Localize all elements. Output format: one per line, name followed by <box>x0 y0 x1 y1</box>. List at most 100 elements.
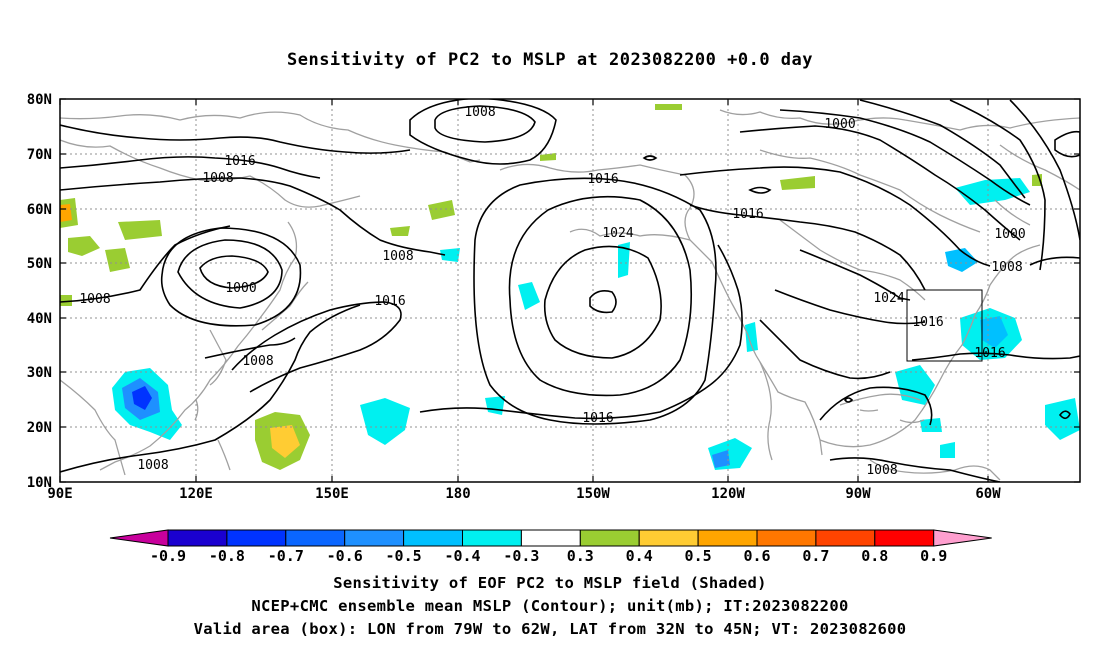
isobar <box>508 195 693 397</box>
shade-negative <box>1045 398 1080 440</box>
colorbar-tick-label: 0.3 <box>567 547 594 565</box>
isobar-1016 <box>231 301 402 393</box>
map-frame <box>59 98 1081 483</box>
shade-positive <box>118 220 162 240</box>
shade-positive <box>60 295 72 306</box>
shade-negative <box>745 322 758 352</box>
shade-negative <box>618 242 630 278</box>
coastline <box>194 399 199 421</box>
contour-label: 1008 <box>991 260 1022 275</box>
isobar <box>160 227 302 327</box>
shade-negative <box>920 418 942 432</box>
shade-positive <box>780 176 815 190</box>
longitude-axis: 90E 120E 150E 180 150W 120W 90W 60W <box>47 486 1001 502</box>
isobar-1008 <box>60 177 446 256</box>
colorbar-tick-label: 0.5 <box>685 547 712 565</box>
shade-negative <box>955 178 1030 205</box>
contour-label: 1016 <box>732 207 763 222</box>
colorbar-bin <box>815 529 876 547</box>
shade-negative <box>440 248 460 262</box>
longitude-label: 90E <box>47 486 72 502</box>
contour-label: 1008 <box>242 354 273 369</box>
colorbar-tick-label: -0.6 <box>327 547 363 565</box>
isobar <box>759 319 891 380</box>
isobar-1008 <box>679 166 991 267</box>
shade-positive <box>105 248 130 272</box>
colorbar-labels: -0.9 -0.8 -0.7 -0.6 -0.5 -0.4 -0.3 0.3 0.4 0.5 0.6… <box>150 547 947 565</box>
longitude-label: 180 <box>445 486 470 502</box>
contour-label: 1000 <box>225 281 256 296</box>
isobar-1000 <box>177 239 283 309</box>
colorbar-bin <box>226 529 287 547</box>
shade-positive <box>68 236 100 256</box>
latitude-label: 40N <box>27 311 52 327</box>
colorbar-tick-label: -0.4 <box>444 547 480 565</box>
isobar-1008 <box>204 337 296 359</box>
isobar <box>409 99 557 165</box>
isobar-1024 <box>543 245 662 359</box>
contour-label-layer: 1008 1016 1008 1008 1016 1008 1016 1008 … <box>79 105 1025 478</box>
colorbar-bin <box>285 529 346 547</box>
colorbar <box>109 529 992 547</box>
latitude-label: 10N <box>27 475 52 491</box>
latitude-axis: 80N 70N 60N 50N 40N 30N 20N 10N <box>27 92 52 491</box>
contour-label: 1016 <box>582 411 613 426</box>
colorbar-tick-label: 0.7 <box>802 547 829 565</box>
colorbar-bin <box>520 529 581 547</box>
shade-positive <box>655 104 682 110</box>
isobar-1016 <box>60 156 321 179</box>
shade-negative <box>945 248 978 272</box>
contour-label: 1016 <box>587 172 618 187</box>
isobar-1016 <box>911 352 1080 361</box>
isobar-1008 <box>60 304 361 473</box>
contour-label: 1008 <box>137 458 168 473</box>
coastline <box>869 459 1001 481</box>
isobar-1008 <box>60 225 231 303</box>
coastline <box>99 221 298 471</box>
shade-negative <box>940 442 955 458</box>
colorbar-tick-label: -0.7 <box>268 547 304 565</box>
isobar <box>1029 256 1080 266</box>
longitude-label: 60W <box>975 486 1001 502</box>
contour-label: 1000 <box>824 117 855 132</box>
coastline <box>779 219 926 301</box>
shade-positive <box>540 153 556 161</box>
coastline <box>759 361 773 461</box>
colorbar-tick-label: 0.6 <box>743 547 770 565</box>
colorbar-bin <box>697 529 758 547</box>
shade-positive <box>270 425 300 458</box>
valid-area-box <box>906 289 983 362</box>
coastline <box>859 409 879 412</box>
isobar-1024 <box>799 249 911 301</box>
contour-label: 1008 <box>79 292 110 307</box>
coastline <box>261 281 309 331</box>
sensitivity-shading <box>60 104 1080 470</box>
coastline <box>759 149 981 233</box>
isobar-1016 <box>689 204 926 291</box>
longitude-label: 90W <box>845 486 871 502</box>
shade-negative <box>132 386 152 410</box>
coastline <box>569 228 691 241</box>
contour-label: 1024 <box>602 226 633 241</box>
isobar <box>1054 130 1080 158</box>
longitude-label: 120W <box>711 486 745 502</box>
colorbar-tick-label: -0.3 <box>503 547 539 565</box>
isobar <box>1009 99 1080 241</box>
caption-shading: Sensitivity of EOF PC2 to MSLP field (Sh… <box>333 574 767 592</box>
coastline <box>499 163 823 456</box>
caption-valid-area: Valid area (box): LON from 79W to 62W, L… <box>193 620 907 638</box>
colorbar-bin <box>874 529 935 547</box>
contour-label: 1008 <box>866 463 897 478</box>
colorbar-tick-label: 0.4 <box>626 547 653 565</box>
isobar <box>779 109 1031 206</box>
isobar-1016 <box>774 289 926 325</box>
longitude-label: 150W <box>576 486 610 502</box>
coastline <box>217 439 231 471</box>
shade-negative <box>980 316 1008 348</box>
colorbar-bin <box>462 529 522 547</box>
coastline <box>60 111 481 163</box>
isobar <box>589 290 617 314</box>
coastline <box>60 139 361 208</box>
contour-label: 1016 <box>912 315 943 330</box>
